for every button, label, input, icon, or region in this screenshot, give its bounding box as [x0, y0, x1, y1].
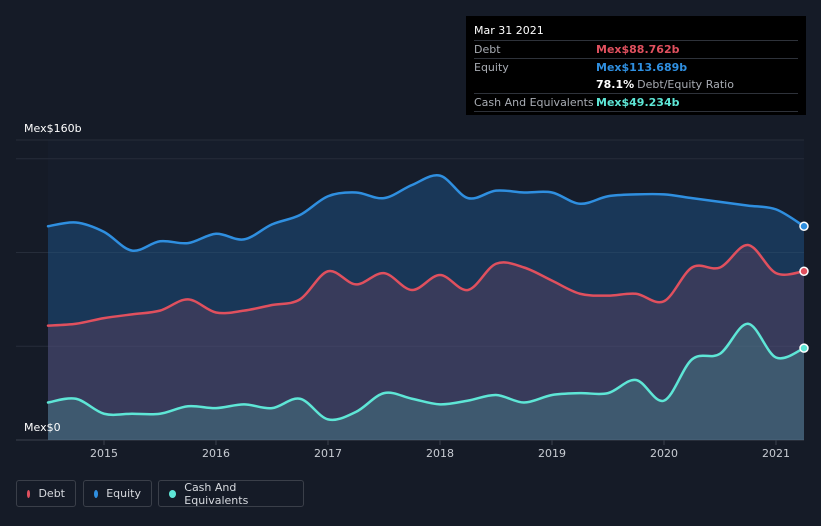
x-tick-label: 2021 [762, 447, 790, 460]
tooltip-row-cash: Cash And Equivalents Mex$49.234b [474, 93, 798, 112]
x-tick-label: 2015 [90, 447, 118, 460]
x-tick-label: 2018 [426, 447, 454, 460]
series-lines [46, 174, 806, 422]
y-axis-max-label: Mex$160b [24, 122, 82, 135]
tooltip-panel: Mar 31 2021 Debt Mex$88.762b Equity Mex$… [466, 16, 806, 115]
equity-end-marker[interactable] [799, 221, 809, 231]
tooltip-row-debt: Debt Mex$88.762b [474, 40, 798, 58]
tooltip-equity-value: Mex$113.689b [596, 61, 688, 74]
equity-area [48, 175, 804, 441]
end-markers [799, 221, 809, 353]
debt-line [46, 243, 806, 327]
tooltip-ratio-value: 78.1% [596, 78, 635, 91]
y-axis-min-label: Mex$0 [24, 421, 61, 434]
tooltip-cash-label: Cash And Equivalents [474, 96, 594, 109]
legend-item-debt[interactable]: Debt [16, 480, 76, 507]
x-axis-ticks: 2015 2016 2017 2018 2019 2020 2021 [90, 440, 790, 460]
legend-label-cash: Cash And Equivalents [184, 480, 249, 507]
tooltip-debt-value: Mex$88.762b [596, 43, 680, 56]
tooltip-date: Mar 31 2021 [474, 24, 544, 37]
debt-dot-icon [27, 489, 31, 498]
tooltip-row-equity: Equity Mex$113.689b [474, 58, 798, 76]
legend-item-cash[interactable]: Cash And Equivalents [158, 480, 304, 507]
legend-item-equity[interactable]: Equity [83, 480, 152, 507]
x-tick-label: 2019 [538, 447, 566, 460]
tooltip-ratio-label: Debt/Equity Ratio [637, 78, 734, 91]
x-tick-label: 2020 [650, 447, 678, 460]
plot-background [48, 140, 804, 440]
legend-label-debt: Debt [38, 487, 65, 500]
tooltip-row-ratio: 78.1% Debt/Equity Ratio [474, 76, 798, 93]
x-tick-label: 2017 [314, 447, 342, 460]
tooltip-cash-value: Mex$49.234b [596, 96, 680, 109]
legend-label-equity: Equity [106, 487, 141, 500]
equity-line [46, 174, 806, 252]
cash-and-equivalents-line [46, 322, 806, 422]
x-tick-label: 2016 [202, 447, 230, 460]
cash-and-equivalents-end-marker[interactable] [799, 343, 809, 353]
cash-and-equivalents-area [48, 323, 804, 440]
grid-lines [16, 139, 804, 441]
tooltip-debt-label: Debt [474, 43, 501, 56]
cash-dot-icon [169, 489, 177, 498]
debt-end-marker[interactable] [799, 266, 809, 276]
equity-dot-icon [94, 489, 99, 498]
tooltip-equity-label: Equity [474, 61, 509, 74]
